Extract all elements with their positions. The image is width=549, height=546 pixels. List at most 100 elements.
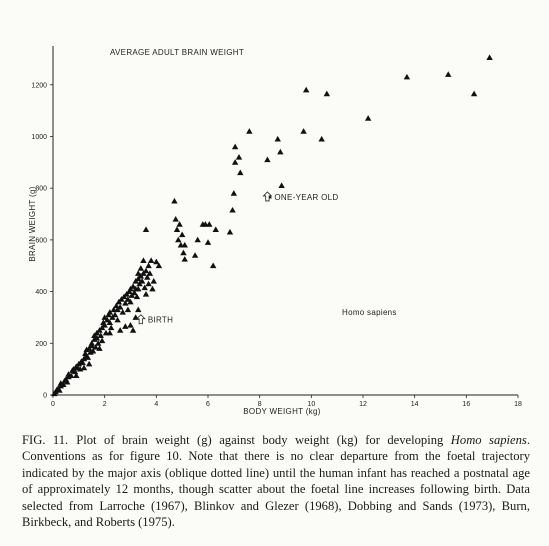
chart-title: AVERAGE ADULT BRAIN WEIGHT [110,48,244,57]
data-point [116,327,124,333]
data-point [107,324,115,331]
data-point [173,226,181,232]
data-point [149,285,156,292]
data-point [178,231,186,238]
annotation-arrow-icon [135,314,146,325]
data-point [138,278,146,284]
data-point [231,159,239,165]
data-point [101,322,108,328]
data-point [318,135,325,142]
data-point [124,306,132,313]
data-point [403,73,411,80]
data-point [142,226,150,232]
data-point [141,284,148,291]
data-point [145,280,152,287]
y-tick-label: 200 [35,341,47,348]
data-point [122,300,129,306]
data-point [95,340,102,346]
x-tick-label: 10 [307,401,315,408]
data-point [97,332,104,338]
data-point [122,323,129,329]
data-point [106,309,114,315]
data-point [127,322,134,328]
data-point [278,182,285,188]
data-point [302,86,310,93]
caption-text-end: . Conventions as for figure 10. Note tha… [22,433,530,530]
axis-ticks: 0 2 4 6 8 10 12 14 16 18 0 200 400 600 800 1000 1200 [31,82,522,408]
data-point [88,340,95,346]
data-point [191,252,199,258]
data-point [129,327,137,333]
data-point [323,90,331,97]
data-point [237,169,244,176]
data-point [150,278,157,284]
data-point [155,262,163,269]
data-point [135,306,142,313]
data-point [277,148,284,155]
data-point [486,54,493,61]
data-point [172,216,179,222]
data-point [194,236,201,243]
x-tick-label: 6 [206,401,210,408]
data-point [229,206,236,213]
data-point [146,270,154,276]
x-tick-label: 8 [258,401,262,408]
data-point [106,319,114,326]
data-point [147,257,155,263]
data-point [175,236,182,243]
data-point [80,364,88,371]
data-point [231,143,239,150]
data-point [119,309,126,315]
y-axis-label: BRAIN WEIGHT (g) [28,186,37,261]
data-point [171,197,178,204]
y-tick-label: 400 [35,289,47,296]
plot-frame [52,46,518,396]
data-point [113,302,120,309]
data-point [124,296,132,302]
data-point [364,115,372,121]
y-tick-label: 1200 [31,82,47,89]
data-point [133,293,141,300]
annotation-label: ONE-YEAR OLD [274,193,338,202]
data-point [104,316,111,323]
caption-text-start: Plot of brain weight (g) against body we… [76,433,451,447]
y-tick-label: 600 [35,237,47,244]
x-tick-label: 4 [154,401,158,408]
annotation-arrow-icon [262,191,273,202]
data-point [98,337,106,344]
data-point [92,343,99,350]
species-label: Homo sapiens [342,308,397,317]
data-point [135,285,142,292]
data-point [246,128,253,134]
data-point [212,226,219,232]
data-point [106,329,114,336]
y-tick-label: 800 [35,186,47,193]
x-tick-label: 0 [51,401,55,408]
data-point [60,381,67,388]
data-point [144,274,151,280]
data-point [71,368,79,375]
y-tick-label: 0 [43,393,47,400]
x-axis-label: BODY WEIGHT (kg) [243,407,320,416]
data-point [300,128,307,134]
data-point [85,360,93,367]
data-points [51,54,493,397]
figure-caption: FIG. 11. Plot of brain weight (g) against… [22,432,530,530]
data-point [73,372,80,379]
figure-label: FIG. 11. [22,433,69,447]
data-point [142,290,150,297]
data-point [153,258,160,265]
data-point [180,249,187,256]
data-point [230,190,238,196]
annotation-label: BIRTH [148,316,173,325]
x-tick-label: 12 [359,401,367,408]
x-tick-label: 2 [103,401,107,408]
data-point [129,283,137,289]
data-point [145,262,152,269]
data-point [84,354,92,360]
data-point [114,316,121,323]
data-point [204,239,212,245]
data-point [127,298,134,305]
data-point [181,256,188,262]
data-point [226,228,234,235]
